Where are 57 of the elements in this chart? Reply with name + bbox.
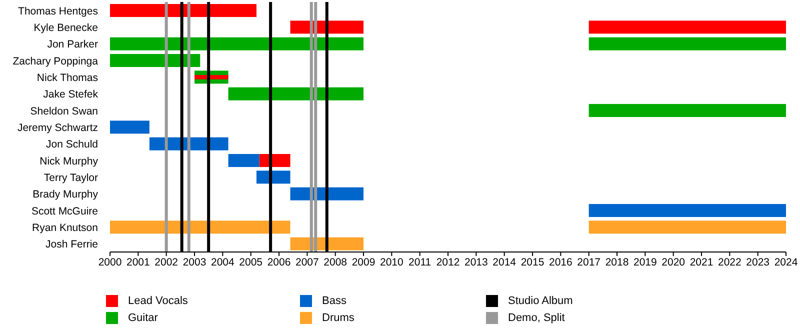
x-tick-label: 2018 — [605, 256, 629, 268]
x-tick-label: 2001 — [126, 256, 150, 268]
x-tick-label: 2000 — [98, 256, 122, 268]
x-tick-label: 2009 — [352, 256, 376, 268]
y-tick-label: Kyle Benecke — [34, 22, 98, 34]
legend-label: Bass — [322, 294, 346, 306]
bar — [110, 220, 290, 234]
x-tick-label: 2002 — [154, 256, 178, 268]
x-tick-label: 2010 — [380, 256, 404, 268]
bar — [259, 154, 290, 167]
y-tick-label: Ryan Knutson — [32, 222, 98, 234]
x-tick-label: 2022 — [718, 256, 742, 268]
y-tick-label: Jake Stefek — [43, 88, 99, 101]
x-tick-label: 2021 — [690, 256, 714, 268]
x-tick-label: 2016 — [548, 256, 573, 268]
legend-label: Drums — [322, 312, 354, 324]
y-tick-label: Terry Taylor — [44, 172, 98, 184]
y-tick-label: Josh Ferrie — [45, 238, 98, 251]
x-tick-label: 2024 — [774, 256, 798, 268]
bar — [588, 104, 786, 117]
legend-label: Lead Vocals — [128, 294, 188, 306]
x-tick-label: 2012 — [436, 256, 460, 268]
bar — [110, 120, 150, 134]
x-tick-label: 2013 — [464, 256, 488, 268]
legend-label: Guitar — [128, 312, 158, 324]
x-tick-label: 2019 — [633, 256, 658, 268]
y-tick-label: Sheldon Swan — [30, 105, 98, 118]
x-tick-label: 2008 — [324, 256, 348, 268]
bar — [110, 4, 256, 17]
x-tick-label: 2007 — [295, 256, 320, 268]
x-tick-label: 2017 — [577, 256, 601, 268]
bar — [256, 170, 290, 184]
bar — [228, 87, 364, 100]
y-tick-label: Zachary Poppinga — [12, 55, 98, 68]
x-tick-label: 2011 — [408, 256, 432, 268]
x-tick-label: 2003 — [182, 256, 206, 268]
y-tick-label: Nick Thomas — [36, 72, 98, 84]
y-tick-label: Thomas Hentges — [18, 5, 98, 18]
y-tick-label: Brady Murphy — [32, 188, 99, 201]
y-tick-label: Jeremy Schwartz — [17, 122, 98, 134]
x-tick-label: 2023 — [746, 256, 770, 268]
x-tick-label: 2005 — [239, 256, 263, 268]
bar — [588, 37, 786, 50]
x-tick-label: 2020 — [662, 256, 686, 268]
bar — [228, 154, 260, 167]
legend-label: Studio Album — [508, 294, 573, 306]
x-tick-label: 2006 — [267, 256, 291, 268]
x-tick-label: 2014 — [492, 256, 516, 268]
bar — [588, 204, 786, 217]
y-tick-label: Jon Parker — [47, 38, 98, 51]
bar — [588, 220, 786, 234]
y-tick-label: Jon Schuld — [46, 138, 98, 151]
y-tick-label: Scott McGuire — [31, 205, 98, 218]
x-tick-label: 2015 — [520, 256, 544, 268]
x-tick-label: 2004 — [210, 256, 235, 268]
y-tick-label: Nick Murphy — [40, 155, 99, 168]
legend-label: Demo, Split — [508, 312, 565, 324]
